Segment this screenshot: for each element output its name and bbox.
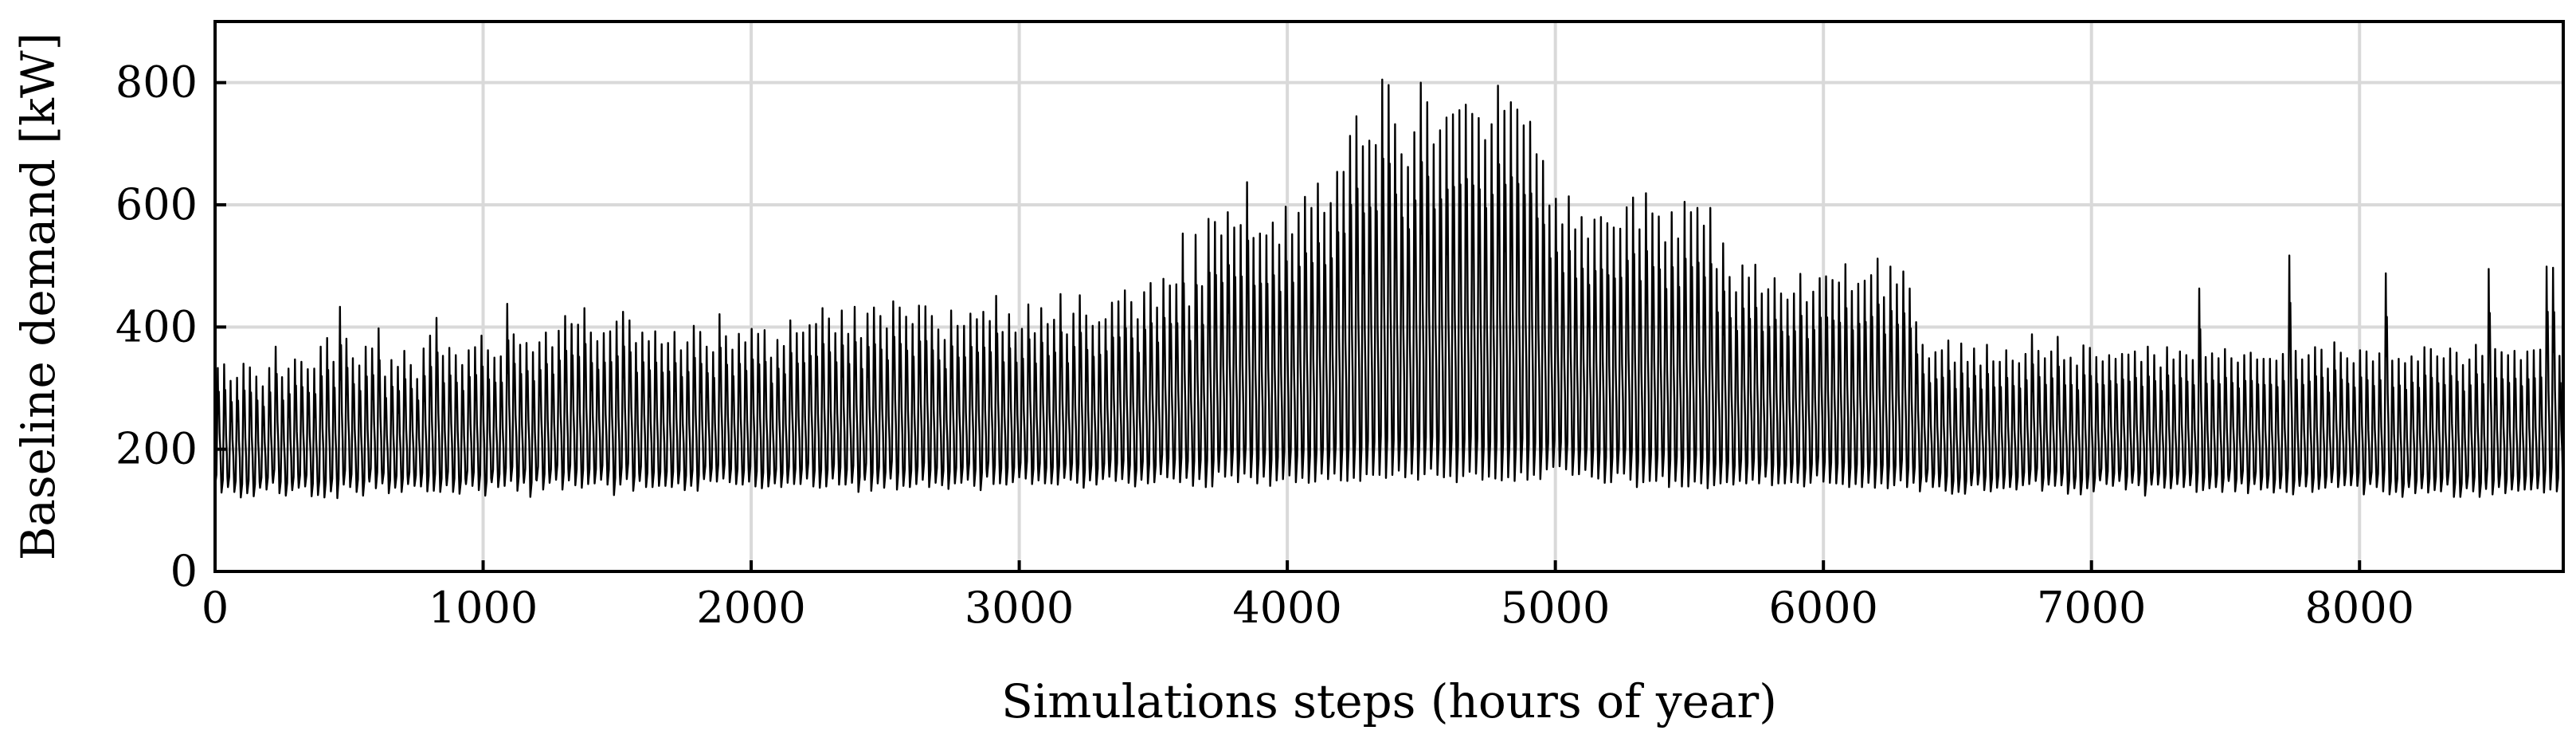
- x-tick-label: 1000: [429, 583, 538, 633]
- x-axis-label: Simulations steps (hours of year): [1001, 674, 1777, 728]
- x-tick-label: 5000: [1501, 583, 1610, 633]
- y-tick-label: 800: [115, 57, 198, 108]
- x-tick-label: 0: [202, 583, 229, 633]
- y-tick-label: 600: [115, 179, 198, 230]
- series-layer: [213, 78, 2565, 500]
- series-line: [213, 78, 2565, 500]
- x-tick-label: 8000: [2305, 583, 2414, 633]
- x-tick-label: 2000: [696, 583, 805, 633]
- x-tick-label: 4000: [1232, 583, 1341, 633]
- x-tick-label: 6000: [1768, 583, 1877, 633]
- y-tick-label: 200: [115, 424, 198, 474]
- y-tick-label: 400: [115, 301, 198, 351]
- plot-frame: [213, 20, 2565, 573]
- x-tick-label: 3000: [965, 583, 1074, 633]
- x-tick-label: 7000: [2037, 583, 2146, 633]
- y-tick-label: 0: [170, 546, 198, 596]
- y-axis-label: Baseline demand [kW]: [11, 33, 65, 560]
- ticks: 0 1000 2000 3000 4000 5000 6000 7000 8000 0 200 400…: [115, 57, 2414, 633]
